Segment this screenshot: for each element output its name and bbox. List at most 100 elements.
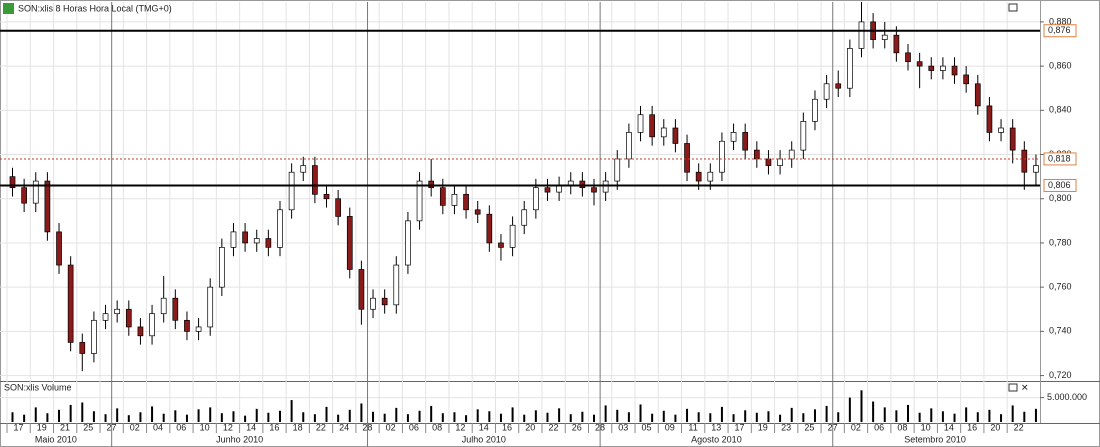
y-tick-label: 0,760 xyxy=(1049,282,1072,292)
candle-body xyxy=(532,187,539,211)
candle-body xyxy=(672,127,679,144)
candle-body xyxy=(9,176,16,189)
candle-body xyxy=(800,121,807,151)
x-tick-label: 14 xyxy=(479,422,489,432)
volume-bar xyxy=(883,407,886,422)
candle-body xyxy=(370,297,376,310)
volume-bar xyxy=(1000,414,1003,422)
x-tick-label: 18 xyxy=(293,422,303,432)
candle-body xyxy=(695,171,702,182)
candle-body xyxy=(649,114,656,138)
volume-bar xyxy=(418,410,421,422)
volume-bar xyxy=(720,406,723,422)
candle-body xyxy=(56,231,62,266)
volume-bar xyxy=(1034,408,1037,422)
candle-body xyxy=(463,193,469,211)
y-tick-label: 0,780 xyxy=(1049,237,1072,247)
candle-body xyxy=(591,187,597,193)
candle-body xyxy=(986,105,993,133)
volume-bar xyxy=(790,407,793,422)
candle-body xyxy=(32,180,39,204)
volume-bar xyxy=(290,400,293,422)
volume-bar xyxy=(430,405,433,422)
volume-bar xyxy=(441,413,444,422)
candle-body xyxy=(742,132,749,151)
maximize-button[interactable] xyxy=(1008,383,1018,392)
volume-bar xyxy=(779,414,782,422)
candle-body xyxy=(893,34,900,54)
volume-bar xyxy=(1011,405,1014,422)
y-tick-label: 0,720 xyxy=(1049,370,1072,380)
y-tick-label: 0,880 xyxy=(1049,16,1072,26)
candle-body xyxy=(812,98,818,122)
x-tick-label: 22 xyxy=(1014,422,1024,432)
volume-bar xyxy=(465,415,468,422)
volume-bar xyxy=(674,414,677,422)
y-tick-label: 0,840 xyxy=(1049,105,1072,115)
candle-body xyxy=(160,297,167,315)
x-tick-label: 25 xyxy=(83,422,93,432)
candle-body xyxy=(242,231,248,244)
marks xyxy=(9,2,1039,422)
volume-bar xyxy=(662,410,665,422)
volume-bar xyxy=(209,407,212,422)
candle-body xyxy=(684,143,690,173)
x-tick-label: 19 xyxy=(758,422,768,432)
x-tick-label: 20 xyxy=(525,422,535,432)
volume-bar xyxy=(976,412,979,422)
volume-bar xyxy=(988,409,991,422)
month-label: Maio 2010 xyxy=(35,434,77,444)
volume-bar xyxy=(709,413,712,422)
maximize-button[interactable] xyxy=(1008,3,1018,12)
volume-bar xyxy=(232,411,235,422)
volume-bar xyxy=(23,414,26,422)
candle-body xyxy=(614,158,621,182)
volume-tick-label: 5.000.000 xyxy=(1047,392,1087,402)
candle-body xyxy=(626,132,632,160)
x-tick-label: 25 xyxy=(804,422,814,432)
volume-bar xyxy=(313,414,316,422)
candle-body xyxy=(637,114,644,133)
x-tick-label: 06 xyxy=(176,422,186,432)
x-tick-label: 19 xyxy=(37,422,47,432)
x-tick-label: 06 xyxy=(409,422,419,432)
candle-body xyxy=(335,198,341,217)
candle-body xyxy=(218,247,225,288)
volume-bar xyxy=(476,409,479,422)
volume-bar xyxy=(616,409,619,422)
candle-body xyxy=(579,180,586,189)
volume-bar xyxy=(907,404,910,422)
volume-bar xyxy=(930,408,933,422)
candle-body xyxy=(928,65,935,71)
x-tick-label: 10 xyxy=(200,422,210,432)
candle-body xyxy=(277,209,283,248)
candle-body xyxy=(544,187,551,193)
volume-bar xyxy=(604,405,607,422)
close-button[interactable]: ✕ xyxy=(1021,382,1029,392)
candle-body xyxy=(881,34,888,40)
x-tick-label: 10 xyxy=(921,422,931,432)
volume-bar xyxy=(395,407,398,422)
candle-body xyxy=(498,242,504,248)
candle-body xyxy=(405,220,411,266)
volume-bar xyxy=(523,414,526,422)
volume-bar xyxy=(151,406,154,422)
candle-body xyxy=(439,187,446,206)
x-tick-label: 02 xyxy=(851,422,861,432)
x-tick-label: 09 xyxy=(665,422,675,432)
x-tick-label: 02 xyxy=(386,422,396,432)
volume-bar xyxy=(813,409,816,422)
volume-bar xyxy=(244,415,247,422)
volume-bar xyxy=(1023,411,1026,422)
x-tick-label: 08 xyxy=(897,422,907,432)
candle-body xyxy=(102,313,109,321)
candle-body xyxy=(974,83,981,107)
volume-bar xyxy=(558,408,561,422)
volume-bar xyxy=(697,412,700,422)
x-tick-label: 13 xyxy=(711,422,721,432)
x-tick-label: 17 xyxy=(13,422,23,432)
candle-body xyxy=(114,308,121,315)
candle-body xyxy=(67,264,74,343)
volume-bar xyxy=(162,413,165,422)
